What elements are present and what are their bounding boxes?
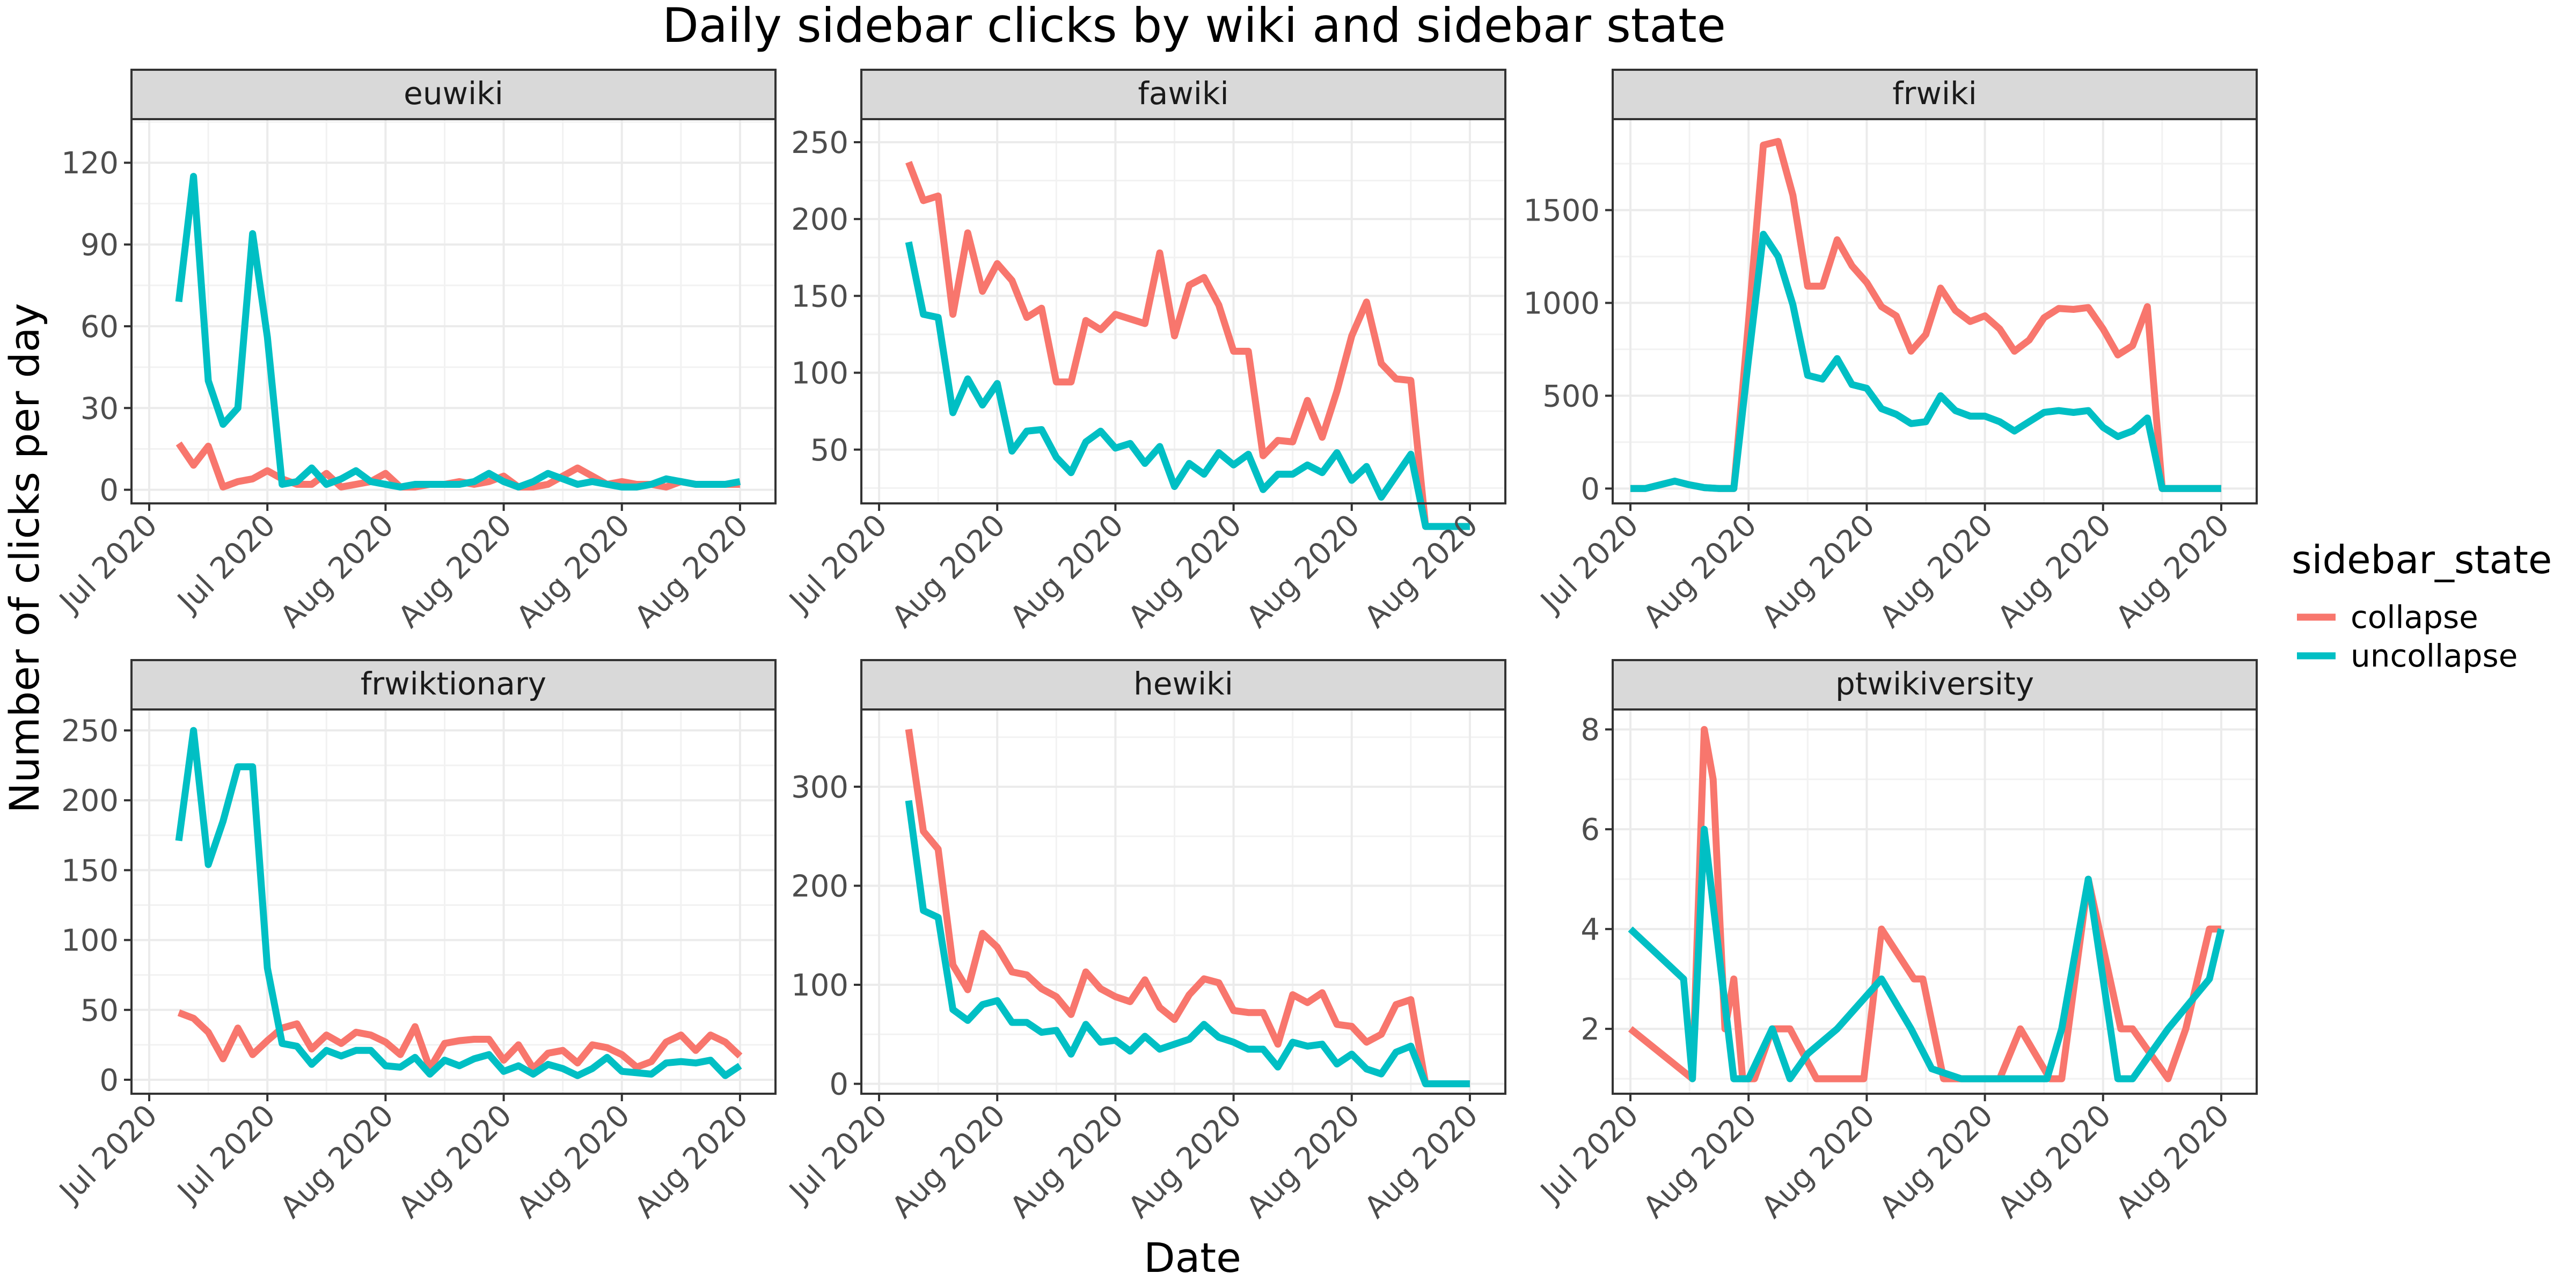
- y-tick-label: 200: [61, 784, 119, 818]
- series-line-uncollapse: [1630, 231, 2221, 492]
- y-tick-label: 0: [99, 1063, 119, 1098]
- panel-background: [861, 709, 1505, 1094]
- series-line-collapse: [1628, 726, 2221, 1082]
- y-tick-label: 250: [61, 714, 119, 749]
- series-line-uncollapse: [905, 800, 1470, 1087]
- y-axis-title: Number of clicks per day: [1, 303, 48, 814]
- legend-title: sidebar_state: [2292, 537, 2552, 582]
- series-line-uncollapse: [175, 727, 742, 1079]
- y-tick-label: 8: [1580, 713, 1600, 748]
- series-line-collapse: [905, 728, 1470, 1087]
- y-tick-label: 0: [99, 473, 119, 508]
- y-tick-label: 100: [791, 356, 848, 391]
- y-tick-label: 2: [1580, 1012, 1600, 1047]
- y-tick-label: 200: [791, 202, 848, 237]
- facet-strip-label: frwiki: [1892, 75, 1977, 112]
- y-tick-label: 50: [810, 433, 848, 468]
- facet-strip-label: ptwikiversity: [1835, 665, 2034, 702]
- chart-title: Daily sidebar clicks by wiki and sidebar…: [662, 0, 1726, 53]
- y-tick-label: 100: [61, 924, 119, 958]
- legend-label: uncollapse: [2351, 638, 2518, 674]
- y-tick-label: 30: [80, 391, 119, 426]
- y-tick-label: 6: [1580, 813, 1600, 847]
- facet-strip: [1612, 69, 2258, 120]
- facet-strip: [860, 659, 1506, 711]
- facet-strip-label: euwiki: [404, 75, 503, 112]
- y-tick-label: 1500: [1523, 193, 1600, 228]
- series-line-uncollapse: [175, 173, 741, 491]
- y-tick-label: 250: [791, 126, 848, 160]
- legend-item-collapse: collapse: [2297, 599, 2478, 635]
- series-line-uncollapse: [905, 241, 1470, 530]
- y-tick-label: 300: [791, 770, 848, 805]
- facet-strip: [130, 659, 777, 711]
- y-tick-label: 90: [80, 228, 119, 263]
- y-tick-label: 4: [1580, 912, 1600, 947]
- x-axis-title: Date: [1144, 1234, 1241, 1282]
- y-tick-label: 150: [61, 853, 119, 888]
- y-tick-label: 200: [791, 869, 848, 904]
- series-line-collapse: [177, 1009, 743, 1072]
- panel-background: [131, 119, 775, 503]
- y-tick-label: 100: [791, 968, 848, 1003]
- y-tick-label: 60: [80, 310, 119, 345]
- series-line-collapse: [905, 160, 1470, 530]
- y-tick-label: 0: [829, 1067, 848, 1102]
- facet-strip: [1612, 659, 2258, 711]
- y-tick-label: 50: [80, 993, 119, 1028]
- legend-item-uncollapse: uncollapse: [2297, 638, 2518, 674]
- series-line-uncollapse: [1628, 825, 2225, 1082]
- facet-strip-label: frwiktionary: [361, 665, 546, 702]
- facet-strip-label: hewiki: [1133, 665, 1233, 702]
- y-tick-label: 0: [1580, 472, 1600, 507]
- legend-label: collapse: [2351, 599, 2478, 635]
- y-tick-label: 1000: [1523, 286, 1600, 321]
- y-tick-label: 500: [1542, 379, 1600, 414]
- y-tick-label: 120: [61, 146, 119, 181]
- facet-strip: [860, 69, 1506, 120]
- facet-strip-label: fawiki: [1138, 75, 1228, 112]
- facet-strip: [130, 69, 777, 120]
- y-tick-label: 150: [791, 279, 848, 314]
